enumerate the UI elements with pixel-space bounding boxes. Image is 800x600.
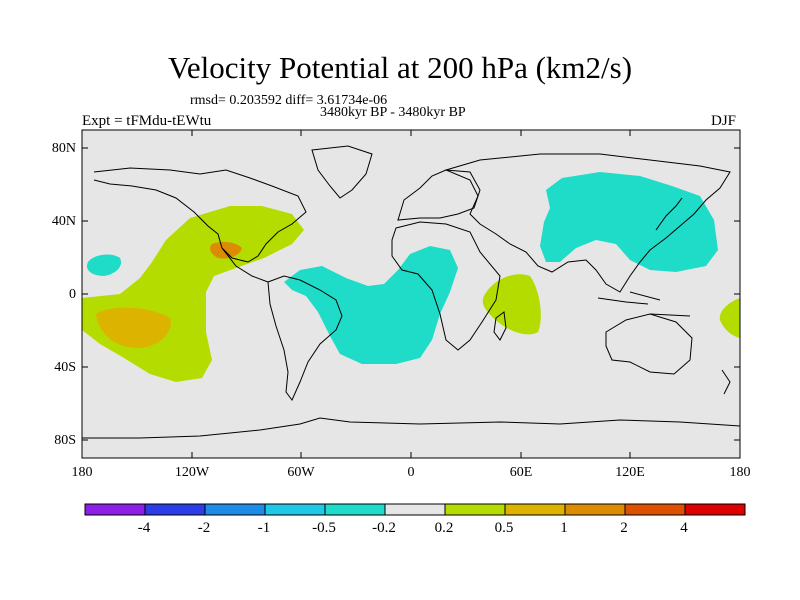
lon-label-120w: 120W — [174, 465, 210, 480]
lat-label-80n: 80N — [51, 141, 76, 156]
lon-label-180w: 180 — [71, 465, 93, 480]
coast-japan — [655, 197, 683, 231]
colorbar-swatch — [324, 503, 386, 516]
strong-positive-south-pacific — [96, 307, 171, 348]
coast-africa — [391, 221, 501, 351]
colorbar-swatch — [684, 503, 746, 516]
coast-australia — [605, 313, 693, 375]
colorbar — [84, 503, 746, 516]
axis-ticks — [81, 130, 741, 458]
colorbar-swatch — [204, 503, 266, 516]
lon-label-60w: 60W — [287, 465, 315, 480]
lon-label-0: 0 — [407, 465, 415, 480]
coast-europe — [397, 169, 481, 221]
coast-madagascar — [493, 311, 507, 341]
colorbar-label: 1 — [560, 520, 568, 536]
lat-label-40n: 40N — [51, 214, 76, 229]
colorbar-swatch — [264, 503, 326, 516]
colorbar-label: 2 — [620, 520, 628, 536]
colorbar-label: 4 — [680, 520, 688, 536]
colorbar-label: -2 — [197, 520, 211, 536]
stats-label: rmsd= 0.203592 diff= 3.61734e-06 — [190, 93, 388, 108]
coast-indonesia — [597, 291, 691, 317]
coast-antarctica — [82, 417, 741, 439]
lat-label-equator: 0 — [69, 287, 76, 302]
colorbar-label: -0.5 — [312, 520, 336, 536]
experiment-label: Expt = tFMdu-tEWtu — [82, 113, 212, 129]
coast-central-america — [221, 247, 269, 283]
colorbar-label: -0.2 — [372, 520, 396, 536]
positive-anomaly-west-pacific-edge — [719, 298, 740, 338]
coastlines — [82, 145, 741, 439]
negative-anomaly-atlantic-africa — [284, 246, 458, 364]
colorbar-label: 0.5 — [494, 520, 514, 536]
coast-south-america — [267, 275, 343, 401]
coast-north-america — [93, 167, 307, 263]
colorbar-swatch — [624, 503, 686, 516]
colorbar-label: -1 — [257, 520, 271, 536]
colorbar-label: -4 — [137, 520, 151, 536]
positive-anomaly-indian-ocean — [482, 274, 541, 335]
colorbar-swatch — [144, 503, 206, 516]
peak-anomaly-gulf — [210, 241, 242, 259]
colorbar-swatch — [444, 503, 506, 516]
colorbar-swatch — [84, 503, 146, 516]
colorbar-swatch — [564, 503, 626, 516]
colorbar-label: 0.2 — [434, 520, 454, 536]
lon-label-60e: 60E — [509, 465, 533, 480]
negative-anomaly-hawaii — [86, 254, 122, 276]
coast-greenland — [311, 145, 373, 199]
lon-label-180e: 180 — [729, 465, 751, 480]
coast-asia — [444, 153, 731, 293]
period-label: 3480kyr BP - 3480kyr BP — [320, 105, 466, 120]
lat-label-80s: 80S — [54, 433, 76, 448]
colorbar-swatch — [384, 503, 446, 516]
colorbar-swatch — [504, 503, 566, 516]
lat-label-40s: 40S — [54, 360, 76, 375]
coast-new-zealand — [721, 369, 731, 395]
season-label: DJF — [711, 113, 737, 129]
negative-anomaly-east-asia — [540, 172, 718, 272]
map-title: Velocity Potential at 200 hPa (km2/s) — [167, 50, 633, 85]
lon-label-120e: 120E — [615, 465, 645, 480]
